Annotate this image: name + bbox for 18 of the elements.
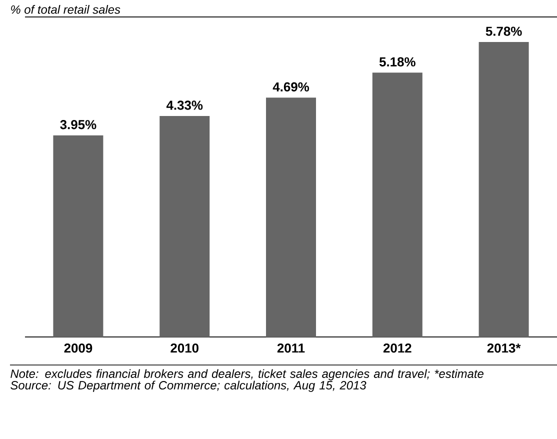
bar <box>266 98 316 337</box>
chart-subtitle: % of total retail sales <box>11 5 120 14</box>
bar <box>372 72 422 337</box>
bar <box>478 42 529 337</box>
bar <box>53 135 104 337</box>
source-note: Source: US Department of Commerce; calculations, Aug 15, 2013 <box>10 380 366 392</box>
text: Note: excludes financial brokers and dealers, ticket sales agencies and travel; *estimate <box>10 369 484 380</box>
x-tick-label: 2010 <box>170 344 198 353</box>
x-tick-label: 2011 <box>277 344 305 353</box>
data-label: 4.69% <box>272 82 310 92</box>
data-label: 4.33% <box>166 100 203 110</box>
x-tick-label: 2013* <box>487 344 521 353</box>
bar <box>160 116 210 337</box>
data-label: 5.78% <box>486 26 522 36</box>
x-tick-label: 2012 <box>383 344 412 353</box>
data-label: 5.18% <box>379 57 416 66</box>
data-label: 3.95% <box>60 120 96 130</box>
x-tick-label: 2009 <box>64 344 92 353</box>
